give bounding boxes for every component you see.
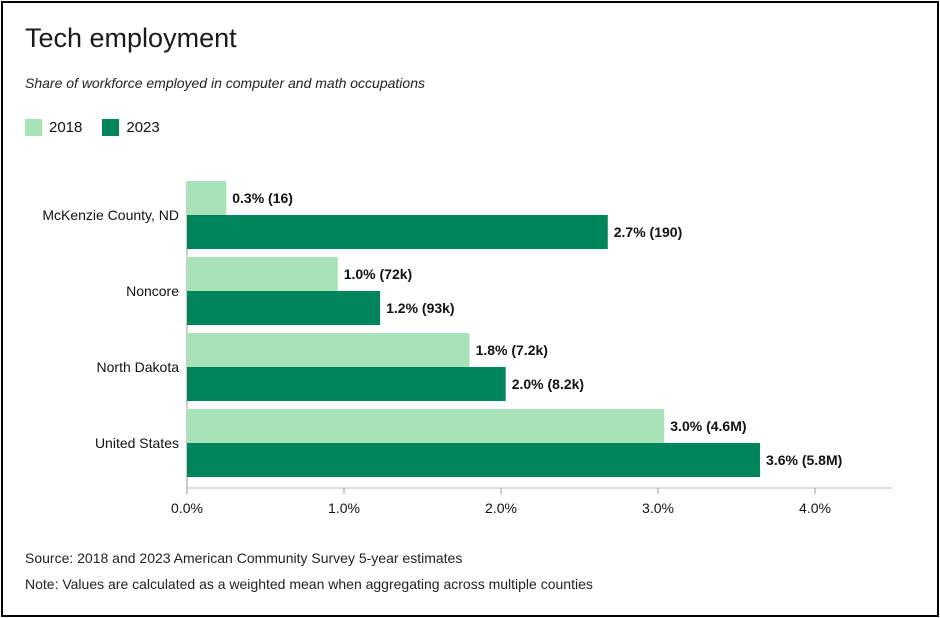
method-note: Note: Values are calculated as a weighte… <box>25 576 593 592</box>
legend-swatch-2023 <box>102 119 120 136</box>
source-note: Source: 2018 and 2023 American Community… <box>25 550 463 566</box>
bar-2018 <box>187 409 665 443</box>
data-label: 2.0% (8.2k) <box>512 376 584 392</box>
data-label: 3.0% (4.6M) <box>670 418 746 434</box>
data-label: 0.3% (16) <box>232 190 293 206</box>
x-tick-label: 1.0% <box>328 500 360 516</box>
data-label: 1.0% (72k) <box>344 266 412 282</box>
category-label: United States <box>95 435 179 451</box>
category-label: North Dakota <box>97 359 180 375</box>
bar-2018 <box>187 181 227 215</box>
bar-2023 <box>187 443 761 477</box>
data-label: 3.6% (5.8M) <box>766 452 842 468</box>
legend-label-2023: 2023 <box>126 119 160 136</box>
x-tick-label: 0.0% <box>171 500 203 516</box>
bar-2023 <box>187 291 381 325</box>
legend-swatch-2018 <box>25 119 42 136</box>
data-label: 2.7% (190) <box>614 224 682 240</box>
legend-item-2018: 2018 <box>25 119 82 136</box>
chart-title: Tech employment <box>25 23 237 53</box>
data-label: 1.8% (7.2k) <box>476 342 548 358</box>
bar-2023 <box>187 215 608 249</box>
chart-subtitle: Share of workforce employed in computer … <box>25 75 425 91</box>
legend-label-2018: 2018 <box>49 119 83 136</box>
legend: 2018 2023 <box>25 119 160 136</box>
bar-2018 <box>187 333 470 367</box>
category-label: Noncore <box>126 283 179 299</box>
x-tick-label: 2.0% <box>485 500 517 516</box>
x-tick-label: 3.0% <box>642 500 674 516</box>
category-label: McKenzie County, ND <box>42 207 179 223</box>
data-label: 1.2% (93k) <box>386 300 454 316</box>
bar-2018 <box>187 257 338 291</box>
legend-item-2023: 2023 <box>102 119 160 136</box>
bar-2023 <box>187 367 506 401</box>
x-tick-label: 4.0% <box>799 500 831 516</box>
